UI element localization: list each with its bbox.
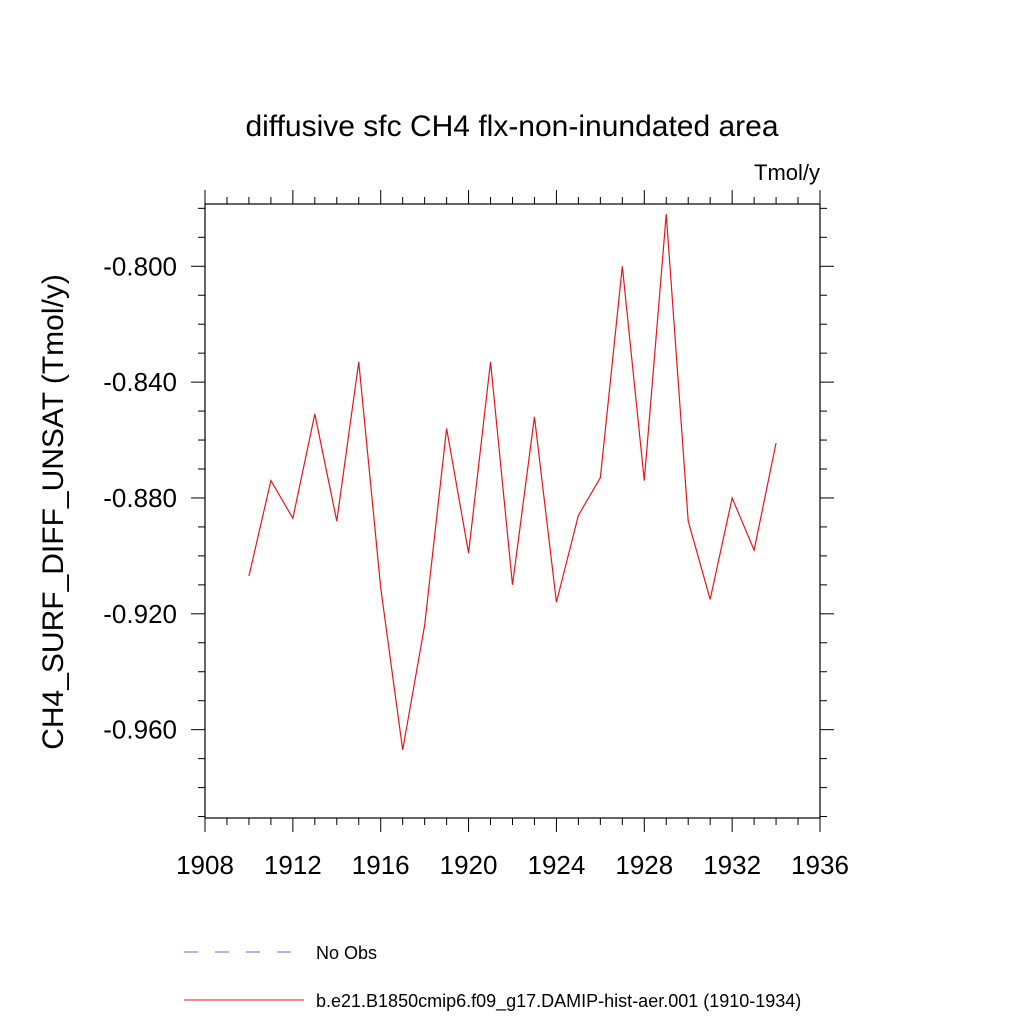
plot-frame xyxy=(204,203,821,819)
y-tick-label: -0.880 xyxy=(103,483,177,513)
series-line xyxy=(248,214,777,751)
y-tick-label: -0.840 xyxy=(103,367,177,397)
x-tick-label: 1912 xyxy=(264,850,322,880)
series-layer xyxy=(248,214,777,751)
x-tick-labels: 1908 1912 1916 1920 1924 1928 1932 1936 xyxy=(176,850,849,880)
y-tick-label: -0.800 xyxy=(103,251,177,281)
legend-label: No Obs xyxy=(316,943,377,963)
legend-label: b.e21.B1850cmip6.f09_g17.DAMIP-hist-aer.… xyxy=(316,991,801,1012)
x-tick-label: 1916 xyxy=(352,850,410,880)
y-tick-labels: -0.800 -0.840 -0.880 -0.920 -0.960 xyxy=(103,251,177,744)
y-tick-label: -0.920 xyxy=(103,599,177,629)
x-tick-label: 1920 xyxy=(440,850,498,880)
x-tick-label: 1932 xyxy=(703,850,761,880)
y-tick-label: -0.960 xyxy=(103,715,177,745)
x-tick-label: 1928 xyxy=(615,850,673,880)
axis-ticks xyxy=(191,190,834,832)
chart-title: diffusive sfc CH4 flx-non-inundated area xyxy=(245,110,778,143)
legend: No Obs b.e21.B1850cmip6.f09_g17.DAMIP-his… xyxy=(184,943,801,1012)
units-label: Tmol/y xyxy=(754,160,820,185)
x-tick-label: 1908 xyxy=(176,850,234,880)
x-tick-label: 1924 xyxy=(528,850,586,880)
y-axis-label: CH4_SURF_DIFF_UNSAT (Tmol/y) xyxy=(37,274,70,750)
x-tick-label: 1936 xyxy=(791,850,849,880)
